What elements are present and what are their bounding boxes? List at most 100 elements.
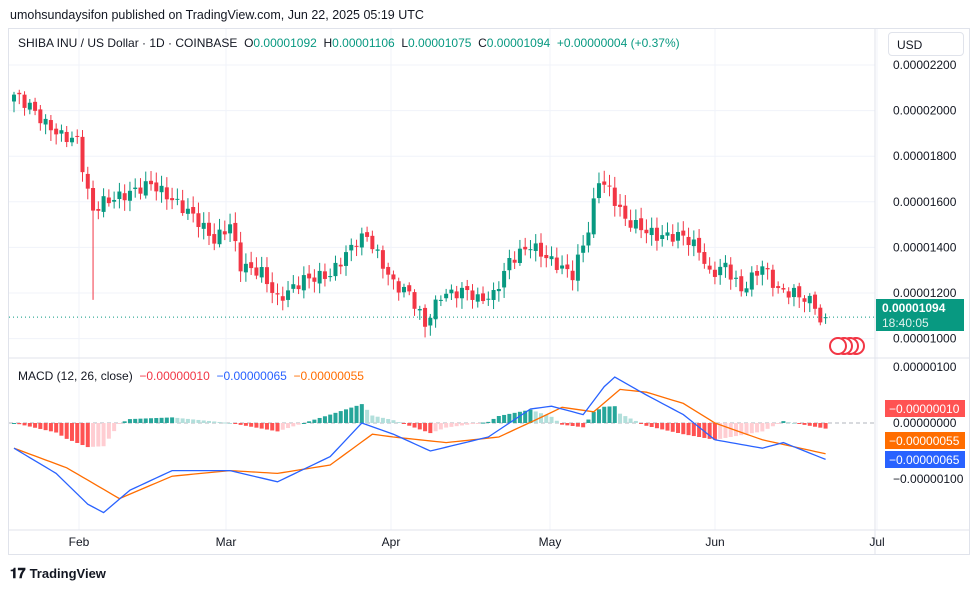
candle-body xyxy=(122,193,127,201)
time-axis-label: Feb xyxy=(69,535,90,549)
macd-histogram-bar xyxy=(575,423,580,427)
candle-body xyxy=(549,256,554,260)
candle-body xyxy=(149,180,154,185)
candle-body xyxy=(191,207,196,214)
macd-histogram-bar xyxy=(322,416,327,423)
macd-histogram-bar xyxy=(644,423,649,426)
macd-histogram-bar xyxy=(101,423,106,447)
macd-histogram-bar xyxy=(417,423,422,430)
macd-histogram-bar xyxy=(428,423,433,434)
macd-line xyxy=(13,376,826,514)
candle-body xyxy=(444,293,449,299)
tradingview-logo[interactable]: 𝟏𝟕 TradingView xyxy=(10,565,106,582)
macd-histogram-bar xyxy=(649,423,654,427)
macd-histogram-bar xyxy=(486,421,491,423)
macd-histogram-bar xyxy=(781,421,786,423)
candle-body xyxy=(481,293,486,302)
high-label: H xyxy=(323,36,333,50)
macd-histogram-bar xyxy=(275,423,280,432)
candle-body xyxy=(296,285,301,290)
candle-body xyxy=(459,287,464,299)
macd-histogram-bar xyxy=(359,404,364,423)
candle-body xyxy=(786,291,791,298)
candle-body xyxy=(581,245,586,253)
candle-body xyxy=(802,298,807,302)
macd-histogram-bar xyxy=(338,411,343,423)
candle-body xyxy=(670,234,675,242)
macd-histogram-bar xyxy=(612,406,617,423)
candle-body xyxy=(386,266,391,275)
candle-body xyxy=(660,235,665,239)
macd-histogram-bar xyxy=(670,423,675,432)
candle-body xyxy=(633,220,638,229)
macd-legend: MACD (12, 26, close) −0.00000010 −0.0000… xyxy=(18,369,364,383)
candle-body xyxy=(275,293,280,295)
macd-histogram-bar xyxy=(133,418,138,423)
macd-histogram-bar xyxy=(438,423,443,430)
macd-line-value: −0.00000065 xyxy=(216,369,287,383)
candle-body xyxy=(370,235,375,250)
candle-body xyxy=(760,266,765,275)
macd-histogram-bar xyxy=(475,423,480,424)
candle-body xyxy=(739,276,744,292)
macd-histogram-bar xyxy=(723,423,728,438)
macd-histogram-bar xyxy=(354,405,359,423)
candle-body xyxy=(101,196,106,212)
candle-body xyxy=(797,286,802,298)
macd-histogram-bar xyxy=(233,423,238,424)
currency-button[interactable]: USD xyxy=(888,32,964,56)
candle-body xyxy=(813,294,818,309)
macd-histogram-bar xyxy=(249,423,254,427)
macd-histogram-bar xyxy=(755,423,760,433)
candle-body xyxy=(676,232,681,241)
candle-body xyxy=(681,230,686,236)
macd-histogram-bar xyxy=(212,421,217,423)
candle-body xyxy=(665,232,670,236)
macd-histogram-bar xyxy=(786,422,791,424)
macd-histogram-bar xyxy=(138,418,143,423)
macd-histogram-bar xyxy=(149,418,154,423)
macd-histogram-bar xyxy=(654,423,659,429)
macd-histogram-bar xyxy=(191,419,196,423)
macd-histogram-bar xyxy=(818,423,823,428)
macd-histogram-bar xyxy=(401,423,406,424)
macd-histogram-bar xyxy=(270,423,275,431)
macd-histogram-bar xyxy=(96,423,101,447)
macd-histogram-bar xyxy=(444,423,449,428)
macd-value-badge xyxy=(885,400,965,417)
high-value: 0.00001106 xyxy=(332,36,395,50)
price-axis-label: 0.00001800 xyxy=(893,149,957,163)
macd-histogram-bar xyxy=(185,418,190,423)
macd-histogram-bar xyxy=(164,417,169,423)
chart-frame[interactable] xyxy=(8,28,970,555)
macd-histogram-bar xyxy=(180,418,185,423)
candle-body xyxy=(280,296,285,301)
candle-body xyxy=(349,244,354,251)
tv-logo-icon: 𝟏𝟕 xyxy=(10,565,26,581)
candle-body xyxy=(586,232,591,246)
macd-histogram-bar xyxy=(423,423,428,432)
macd-histogram-bar xyxy=(512,412,517,423)
macd-value-badge xyxy=(885,432,965,449)
macd-histogram-bar xyxy=(243,423,248,426)
candle-body xyxy=(322,271,327,279)
candle-body xyxy=(312,277,317,282)
macd-histogram-bar xyxy=(581,423,586,428)
candle-body xyxy=(286,290,291,300)
macd-histogram-bar xyxy=(728,423,733,437)
macd-histogram-bar xyxy=(33,423,38,428)
macd-histogram-bar xyxy=(159,417,164,423)
candle-body xyxy=(470,290,475,300)
candle-body xyxy=(222,231,227,235)
macd-histogram-bar xyxy=(707,423,712,439)
candle-body xyxy=(106,197,111,204)
candle-body xyxy=(465,286,470,291)
candle-body xyxy=(686,236,691,246)
candle-body xyxy=(170,198,175,201)
macd-histogram-bar xyxy=(117,423,122,424)
candle-body xyxy=(702,252,707,264)
published-info: umohsundaysifon published on TradingView… xyxy=(10,8,424,22)
candle-body xyxy=(539,242,543,257)
last-price-value: 0.00001094 xyxy=(882,301,946,315)
